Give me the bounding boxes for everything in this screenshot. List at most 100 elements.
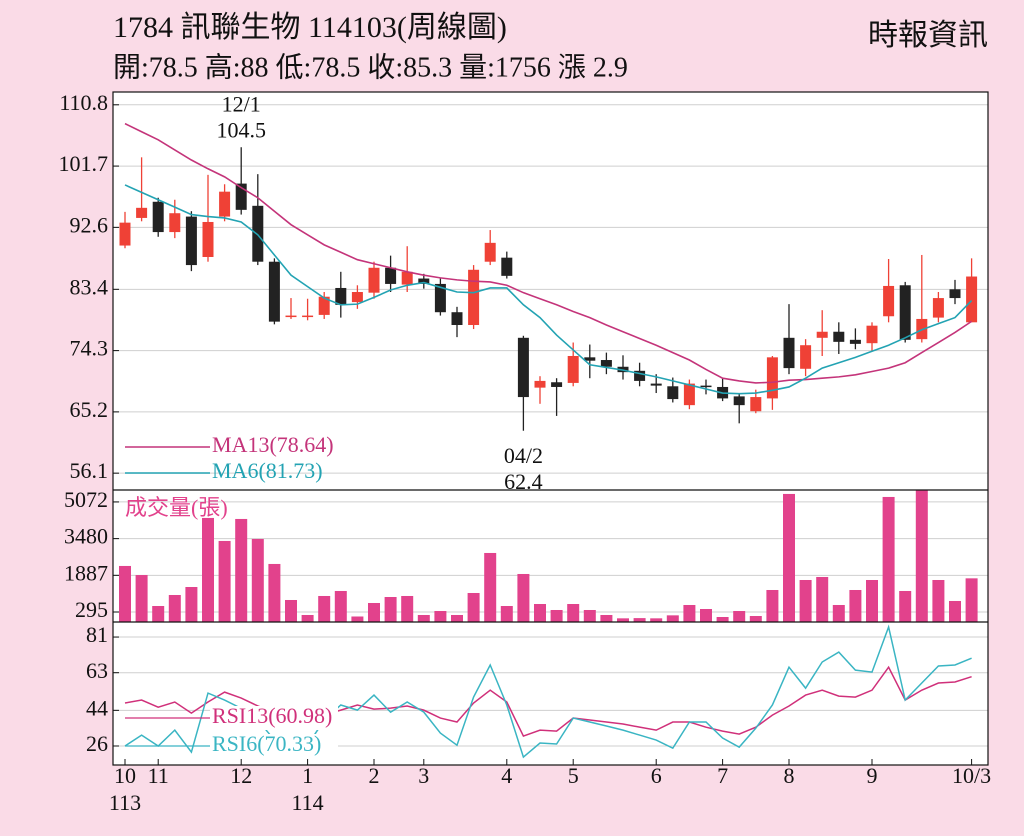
summary: 開:78.5 高:88 低:78.5 收:85.3 量:1756 漲 2.9 xyxy=(113,51,628,83)
x-tick-label: 9 xyxy=(867,763,878,788)
volume-bar xyxy=(451,614,463,622)
volume-bar xyxy=(583,609,596,622)
candle-body xyxy=(368,267,380,293)
candle-body xyxy=(567,355,579,383)
candle-body xyxy=(600,360,612,367)
ma-line xyxy=(124,122,973,384)
plot-area xyxy=(113,92,988,765)
volume-bar xyxy=(218,540,231,622)
candle-body xyxy=(816,331,828,338)
candle-body xyxy=(517,337,529,398)
y-tick-label: 63 xyxy=(86,658,108,683)
x-year-label: 113 xyxy=(109,790,141,815)
volume-bar xyxy=(915,490,928,622)
candle-body xyxy=(683,383,695,406)
y-tick-label: 26 xyxy=(86,731,108,756)
y-tick-label: 92.6 xyxy=(70,212,109,237)
x-tick-label: 12 xyxy=(230,763,252,788)
candle-body xyxy=(335,287,347,305)
volume-bar xyxy=(500,606,513,622)
x-tick-label: 4 xyxy=(501,763,512,788)
volume-bar xyxy=(749,616,762,622)
volume-bar xyxy=(417,614,430,622)
volume-bar xyxy=(119,565,131,622)
candles xyxy=(119,122,978,431)
x-tick-label: 6 xyxy=(651,763,662,788)
volume-bar xyxy=(152,606,165,622)
plot-frame xyxy=(112,91,989,766)
volume-bar xyxy=(202,517,214,622)
y-tick-label: 44 xyxy=(86,695,108,720)
chart-title: 1784 訊聯生物 114103(周線圖) xyxy=(113,11,507,44)
layer: 56.1 65.2 74.3 83.4 92.6 101.7 110.8 MA13(78.64… xyxy=(59,90,992,815)
rsi-line xyxy=(124,624,972,759)
volume-bar xyxy=(832,604,845,622)
annotation-date: 12/1 xyxy=(222,91,261,116)
volume-bar xyxy=(401,595,414,622)
candle-body xyxy=(418,278,430,284)
x-tick-label: 5 xyxy=(568,763,579,788)
x-tick-label: 8 xyxy=(784,763,795,788)
x-tick-label: 7 xyxy=(717,763,728,788)
x-tick-label: 3 xyxy=(418,763,429,788)
volume-bar xyxy=(318,595,331,622)
y-tick-label: 101.7 xyxy=(59,151,109,176)
candle-body xyxy=(866,325,878,344)
candle-body xyxy=(501,257,513,276)
volume-bar xyxy=(334,590,347,622)
volume-bar xyxy=(683,604,696,622)
volume-bar xyxy=(633,618,646,622)
candle-body xyxy=(219,191,231,217)
candle-body xyxy=(883,285,895,317)
candle-body xyxy=(434,283,446,313)
candle-body xyxy=(932,298,944,318)
y-tick-label: 1887 xyxy=(64,560,108,585)
legend-label: MA6(81.73) xyxy=(212,458,323,483)
candle-body xyxy=(899,285,911,340)
volume-bar xyxy=(716,617,729,622)
y-tick-label: 110.8 xyxy=(59,90,108,115)
candle-body xyxy=(385,267,397,284)
x-tick-label: 2 xyxy=(369,763,380,788)
legend-label: RSI6(70.33) xyxy=(212,731,321,756)
volume-bar xyxy=(268,563,281,622)
candle-body xyxy=(534,380,546,388)
volume-bar xyxy=(932,579,945,622)
candle-body xyxy=(733,396,745,406)
y-tick-label: 56.1 xyxy=(70,458,109,483)
x-year-label: 114 xyxy=(292,790,324,815)
candle-body xyxy=(634,370,646,381)
volume-bar xyxy=(949,600,961,622)
volume-bar xyxy=(235,518,248,622)
volume-bar xyxy=(434,611,447,622)
volume-bar xyxy=(534,604,546,622)
volume-bar xyxy=(517,573,530,622)
volume-bar xyxy=(700,609,712,622)
candle-body xyxy=(252,205,264,262)
volume-bar xyxy=(384,597,397,622)
volume-bar xyxy=(285,599,297,622)
volume-bar xyxy=(882,496,895,622)
x-tick-label: 10 xyxy=(114,763,136,788)
ma-line xyxy=(124,184,973,395)
candle-body xyxy=(766,357,778,399)
volume-bar xyxy=(251,538,264,622)
legend-label: RSI13(60.98) xyxy=(212,703,332,728)
volume-bar xyxy=(135,575,148,622)
candle-body xyxy=(783,337,795,369)
volume-bar xyxy=(567,604,580,622)
candle-body xyxy=(401,271,413,285)
bars xyxy=(119,490,978,622)
volume-bar xyxy=(168,594,181,622)
candle-body xyxy=(136,207,148,218)
candle-body xyxy=(318,296,330,315)
candle-body xyxy=(451,312,463,326)
panel-title: 成交量(張) xyxy=(125,495,228,520)
x-tick-label: 11 xyxy=(148,763,169,788)
x-tick-label: 1 xyxy=(302,763,313,788)
x-tick-label: 10/3 xyxy=(952,763,991,788)
candle-body xyxy=(235,183,247,210)
volume-bar xyxy=(351,616,364,622)
volume-bar xyxy=(733,611,746,622)
